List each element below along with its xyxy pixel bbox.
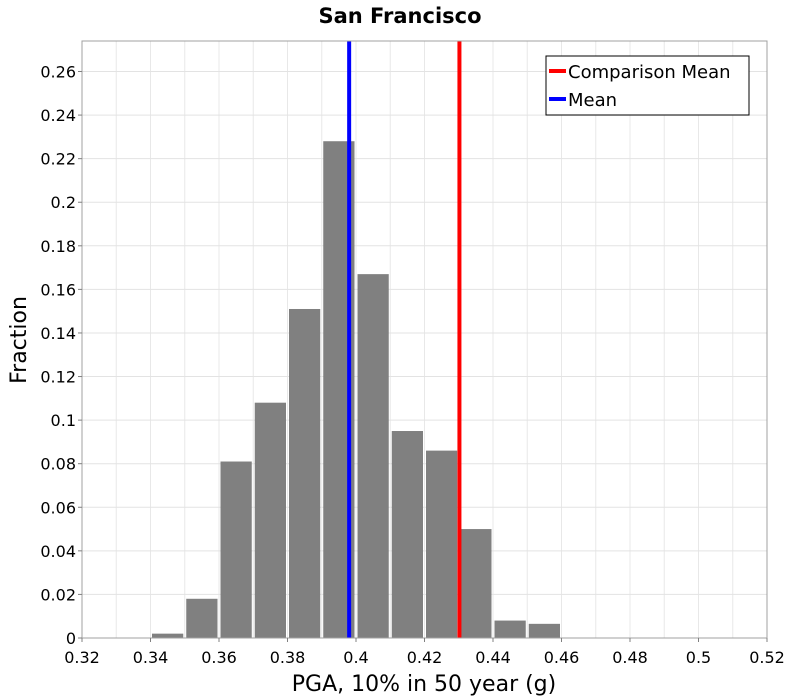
y-tick-label: 0	[66, 629, 76, 648]
mean-lines	[347, 41, 462, 638]
histogram-bar	[357, 274, 389, 638]
x-tick-label: 0.36	[201, 648, 237, 667]
legend-label: Mean	[568, 90, 617, 111]
y-tick-label: 0.12	[40, 368, 76, 387]
y-tick-label: 0.08	[40, 455, 76, 474]
x-tick-label: 0.5	[686, 648, 711, 667]
histogram-bar	[391, 431, 423, 638]
histogram-bars	[152, 141, 560, 639]
y-tick-label: 0.16	[40, 280, 76, 299]
histogram-bar	[186, 598, 218, 638]
x-tick-label: 0.34	[133, 648, 169, 667]
y-tick-label: 0.24	[40, 106, 76, 125]
y-tick-label: 0.1	[51, 411, 76, 430]
histogram-bar	[460, 529, 492, 638]
legend-box	[545, 55, 750, 116]
histogram-bar	[528, 623, 560, 638]
x-tick-label: 0.48	[612, 648, 648, 667]
chart-title: San Francisco	[318, 4, 481, 28]
y-axis-label: Fraction	[7, 296, 32, 384]
x-tick-label: 0.42	[407, 648, 443, 667]
x-tick-label: 0.32	[64, 648, 100, 667]
histogram-bar	[152, 633, 184, 638]
y-tick-label: 0.18	[40, 237, 76, 256]
histogram-bar	[426, 450, 458, 638]
x-tick-label: 0.44	[475, 648, 511, 667]
y-tick-label: 0.26	[40, 63, 76, 82]
y-tick-label: 0.22	[40, 150, 76, 169]
x-tick-label: 0.46	[544, 648, 580, 667]
y-tick-label: 0.2	[51, 193, 76, 212]
x-tick-label: 0.52	[749, 648, 785, 667]
histogram-bar	[220, 461, 252, 638]
x-tick-label: 0.4	[343, 648, 368, 667]
axes: 0.32 0.34 0.36 0.38 0.4 0.42 0.44 0.46 0.48 0.5 0.…	[40, 40, 785, 667]
y-tick-label: 0.14	[40, 324, 76, 343]
y-tick-label: 0.02	[40, 585, 76, 604]
histogram-bar	[494, 620, 526, 638]
histogram-bar	[289, 308, 321, 638]
y-tick-label: 0.04	[40, 542, 76, 561]
histogram-bar	[254, 402, 286, 638]
legend-label: Comparison Mean	[568, 62, 731, 83]
x-axis-label: PGA, 10% in 50 year (g)	[292, 672, 556, 697]
y-tick-label: 0.06	[40, 498, 76, 517]
x-tick-label: 0.38	[270, 648, 306, 667]
legend: Comparison Mean Mean	[545, 55, 750, 116]
gridlines	[81, 41, 768, 639]
